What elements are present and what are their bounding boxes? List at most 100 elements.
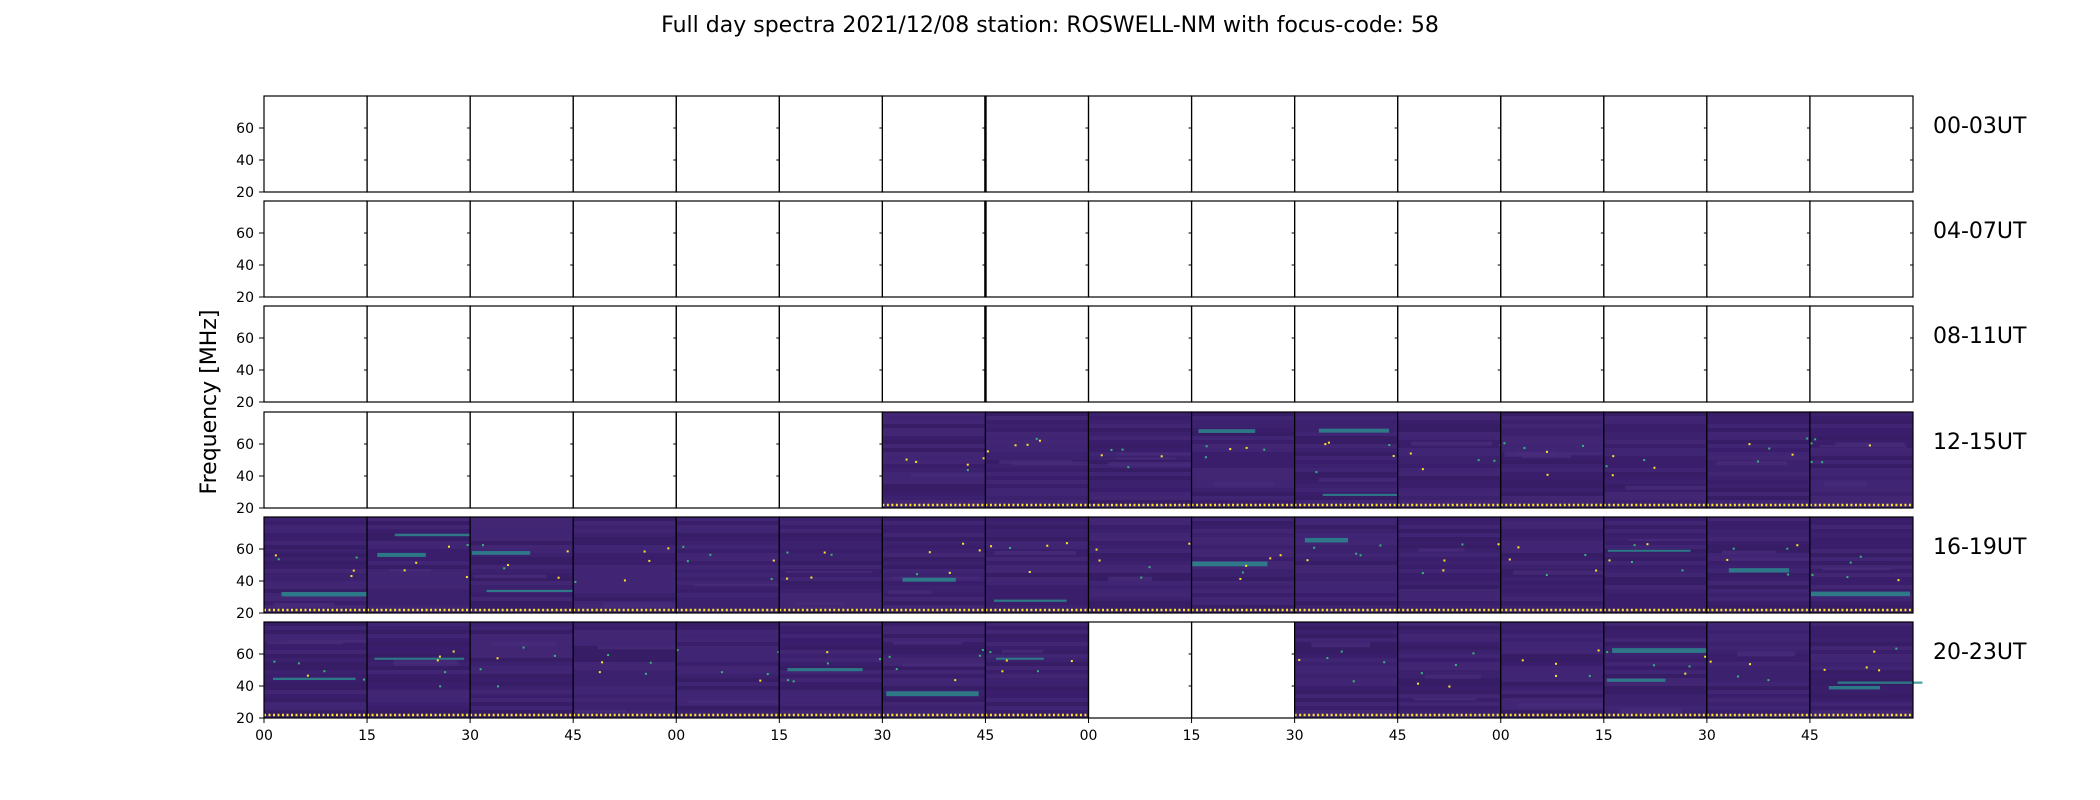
spectrum-texture [1500, 533, 1604, 537]
spectrum-texture [470, 545, 574, 549]
spectrum-texture [264, 525, 368, 529]
panel-frame [1397, 305, 1502, 403]
spectrum-spot [438, 655, 441, 658]
spectrum-texture [1603, 480, 1707, 484]
spectrum-texture [882, 529, 986, 533]
spectrum-texture [1706, 589, 1810, 593]
spectrum-texture [1603, 492, 1707, 496]
spectrum-texture [1809, 710, 1913, 714]
spectrum-texture [985, 686, 1089, 690]
spectrum-texture [882, 416, 986, 420]
spectrum-band [1837, 681, 1923, 684]
spectrum-texture [1088, 472, 1192, 476]
spectrum-band [1516, 451, 1614, 456]
spectrum-texture [1706, 480, 1810, 484]
spectrum-texture [367, 694, 471, 698]
spectrum-texture [1397, 428, 1501, 432]
row-label: 04-07UT [1933, 219, 2027, 244]
spectrum-texture [985, 517, 1089, 521]
spectrum-texture [779, 686, 883, 690]
spectrum-spot [306, 674, 309, 677]
empty-panel [572, 95, 677, 193]
panel-frame [1809, 305, 1914, 403]
spectrum-texture [470, 650, 574, 654]
spectrum-texture [985, 504, 1089, 508]
spectrum-band [1504, 451, 1556, 457]
spectrum-texture [1294, 589, 1398, 593]
spectrum-texture [367, 638, 471, 642]
panel-frame [1603, 305, 1708, 403]
empty-panel [778, 305, 883, 403]
spectrum-texture [985, 424, 1089, 428]
spectrum-band [1716, 460, 1788, 466]
spectrum-texture [367, 517, 471, 521]
spectrum-texture [1500, 521, 1604, 525]
spectrum-spot [1810, 442, 1813, 445]
spectrum-texture [882, 605, 986, 609]
spectrum-texture [1294, 698, 1398, 702]
spectrum-spot [1811, 573, 1814, 576]
spectrum-texture [779, 646, 883, 650]
spectrum-texture [264, 557, 368, 561]
spectrum-texture [264, 517, 368, 521]
spectrum-texture [1706, 529, 1810, 533]
spectrum-texture [676, 670, 780, 674]
spectrum-band [1606, 678, 1666, 682]
spectrum-texture [264, 553, 368, 557]
spectrum-spot [1324, 443, 1327, 446]
spectrum-texture [1397, 654, 1501, 658]
panel-frame [1500, 95, 1605, 193]
spectrum-texture [573, 561, 677, 565]
spectrum-texture [1500, 650, 1604, 654]
spectrum-spot [777, 651, 780, 654]
spectrum-spot [986, 450, 989, 453]
spectrum-texture [1397, 412, 1501, 416]
row-label: 00-03UT [1933, 114, 2027, 139]
spectrum-texture [882, 432, 986, 436]
spectrum-texture [1294, 432, 1398, 436]
spectrum-texture [1500, 694, 1604, 698]
spectrum-texture [470, 630, 574, 634]
spectrum-texture [1294, 529, 1398, 533]
spectrum-texture [264, 650, 368, 654]
spectrum-band [1108, 576, 1153, 581]
spectrum-texture [1191, 504, 1295, 508]
spectrum-texture [1397, 597, 1501, 601]
spectrum-texture [264, 561, 368, 565]
spectrum-spot [644, 672, 647, 675]
spectrum-texture [1191, 553, 1295, 557]
spectrum-texture [573, 581, 677, 585]
spectrum-texture [573, 634, 677, 638]
spectrum-texture [985, 420, 1089, 424]
spectrum-panel [778, 516, 883, 614]
spectrum-spot [1001, 670, 1004, 673]
spectrum-spot [1517, 546, 1520, 549]
spectrum-spot [557, 576, 560, 579]
spectrum-texture [573, 601, 677, 605]
spectrum-spot [1768, 447, 1771, 450]
spectrum-texture [985, 702, 1089, 706]
spectrum-spot [1005, 659, 1008, 662]
spectrum-texture [470, 577, 574, 581]
spectrum-spot [792, 680, 795, 683]
spectrum-texture [1294, 585, 1398, 589]
spectrum-texture [985, 432, 1089, 436]
spectrum-texture [779, 666, 883, 670]
panel-frame [572, 305, 677, 403]
spectrum-texture [1191, 521, 1295, 525]
spectrum-spot [1127, 466, 1130, 469]
spectrum-texture [882, 436, 986, 440]
spectrum-texture [264, 714, 368, 718]
spectrum-texture [1088, 420, 1192, 424]
spectrum-texture [985, 472, 1089, 476]
spectrum-spot [1521, 659, 1524, 662]
spectrum-texture [1191, 601, 1295, 605]
spectrum-texture [1397, 690, 1501, 694]
spectrum-texture [779, 609, 883, 613]
spectrum-texture [1294, 420, 1398, 424]
spectrum-texture [1088, 585, 1192, 589]
spectrum-spot [1448, 685, 1451, 688]
spectrum-texture [985, 416, 1089, 420]
spectrum-texture [1088, 589, 1192, 593]
spectrum-texture [1294, 416, 1398, 420]
